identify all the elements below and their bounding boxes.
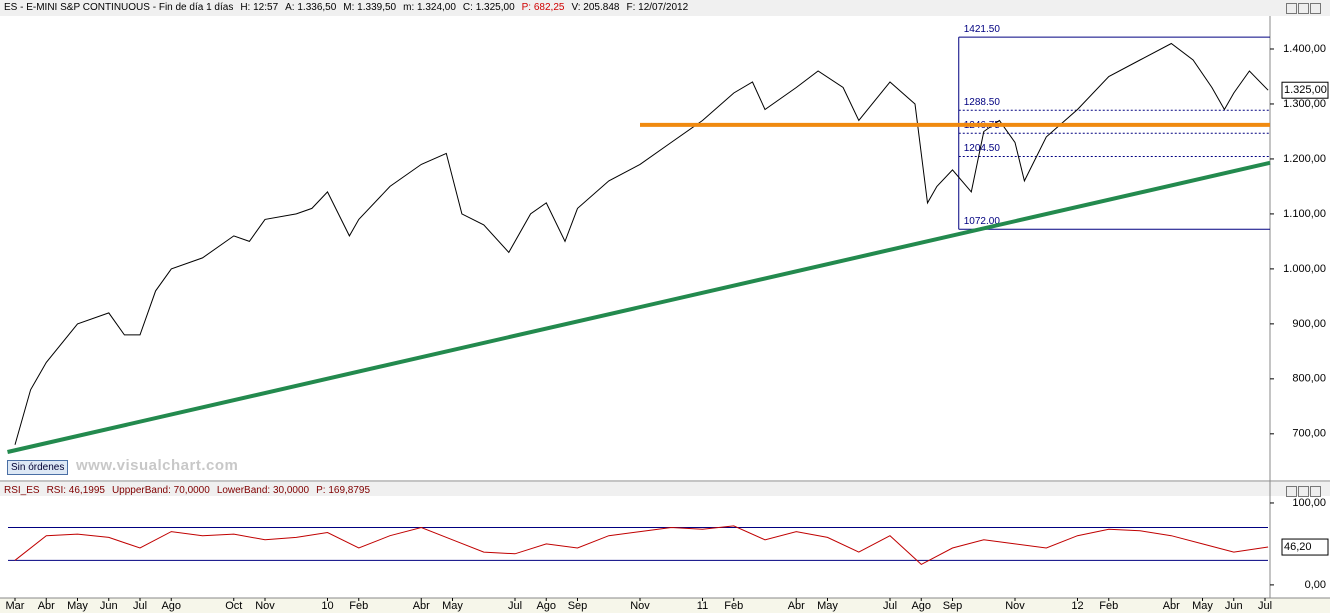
x-tick-label: Jul [508,600,522,612]
indicator-header-bar [0,482,1330,496]
indicator-field: UppperBand: 70,0000 [111,485,210,496]
fib-label: 1421.50 [964,24,1001,35]
last-value-label: 1.325,00 [1284,84,1327,96]
y-tick-label: 1.000,00 [1283,263,1326,275]
header-field: A: 1.336,50 [285,2,337,13]
chart-header: ES - E-MINI S&P CONTINUOUS - Fin de día … [4,1,688,15]
y-tick-label: 800,00 [1292,373,1326,385]
x-tick-label: Ago [536,600,556,612]
x-tick-label: Jul [133,600,147,612]
x-tick-label: Jun [1225,600,1243,612]
x-tick-label: Feb [724,600,743,612]
indicator-field: P: 169,8795 [316,485,371,496]
fib-label: 1288.50 [964,97,1001,108]
fib-label: 1072.00 [964,216,1001,227]
indicator-field: RSI: 46,1995 [46,485,105,496]
last-value-badge [1281,81,1329,99]
y-tick-label: 1.300,00 [1283,98,1326,110]
x-tick-label: Sep [943,600,963,612]
x-axis-bar [0,598,1330,613]
x-tick-label: Ago [911,600,931,612]
x-tick-label: Mar [6,600,25,612]
x-tick-label: May [1192,600,1213,612]
header-field: V: 205.848 [571,2,620,13]
header-field: F: 12/07/2012 [626,2,689,13]
y-tick-label: 100,00 [1292,497,1326,509]
x-tick-label: Nov [255,600,275,612]
header-field: P: 682,25 [521,2,565,13]
x-tick-label: Jul [883,600,897,612]
x-tick-label: Sep [568,600,588,612]
header-field: H: 12:57 [240,2,279,13]
y-tick-label: 1.400,00 [1283,43,1326,55]
x-tick-label: Abr [788,600,805,612]
y-tick-label: 700,00 [1292,428,1326,440]
x-tick-label: Nov [630,600,650,612]
header-bar [0,0,1330,16]
y-tick-label: 1.100,00 [1283,208,1326,220]
x-tick-label: 10 [321,600,333,612]
price-line [14,42,1269,445]
orders-button[interactable]: Sin órdenes [7,460,69,475]
x-tick-label: Nov [1005,600,1025,612]
indicator-header: RSI_ES RSI: 46,1995 UppperBand: 70,0000 Low… [4,484,370,498]
x-tick-label: Feb [1099,600,1118,612]
y-tick-label: 1.200,00 [1283,153,1326,165]
x-tick-label: May [442,600,463,612]
header-field: C: 1.325,00 [462,2,515,13]
indicator-field: LowerBand: 30,0000 [216,485,310,496]
indicator-field: RSI_ES [4,485,40,496]
last-value-badge [1281,538,1329,556]
x-tick-label: 12 [1071,600,1083,612]
x-tick-label: Abr [413,600,430,612]
price-line [14,525,1269,566]
panel-buttons[interactable] [1286,486,1321,497]
watermark: www.visualchart.com [76,457,239,474]
x-tick-label: Jun [100,600,118,612]
x-tick-label: May [817,600,838,612]
x-tick-label: 11 [697,600,708,612]
y-tick-label: 0,00 [1305,579,1326,591]
x-tick-label: Jul [1258,600,1272,612]
header-field: M: 1.339,50 [343,2,397,13]
header-field: m: 1.324,00 [403,2,456,13]
x-tick-label: Feb [349,600,368,612]
x-tick-label: Ago [161,600,181,612]
x-tick-label: Abr [38,600,55,612]
y-tick-label: 900,00 [1292,318,1326,330]
trend-line [7,160,1271,454]
x-tick-label: Oct [225,600,242,612]
symbol-title: ES - E-MINI S&P CONTINUOUS - Fin de día … [4,2,234,13]
fib-label: 1204.50 [964,143,1001,154]
x-tick-label: Abr [1163,600,1180,612]
last-value-label: 46,20 [1284,541,1312,553]
window-buttons[interactable] [1286,3,1321,14]
x-tick-label: May [67,600,88,612]
